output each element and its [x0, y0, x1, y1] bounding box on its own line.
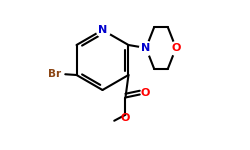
Text: N: N [142, 43, 150, 53]
Text: O: O [140, 88, 150, 98]
Text: Br: Br [48, 69, 61, 79]
Text: O: O [121, 113, 130, 123]
Text: O: O [171, 43, 181, 53]
Text: N: N [98, 25, 107, 35]
